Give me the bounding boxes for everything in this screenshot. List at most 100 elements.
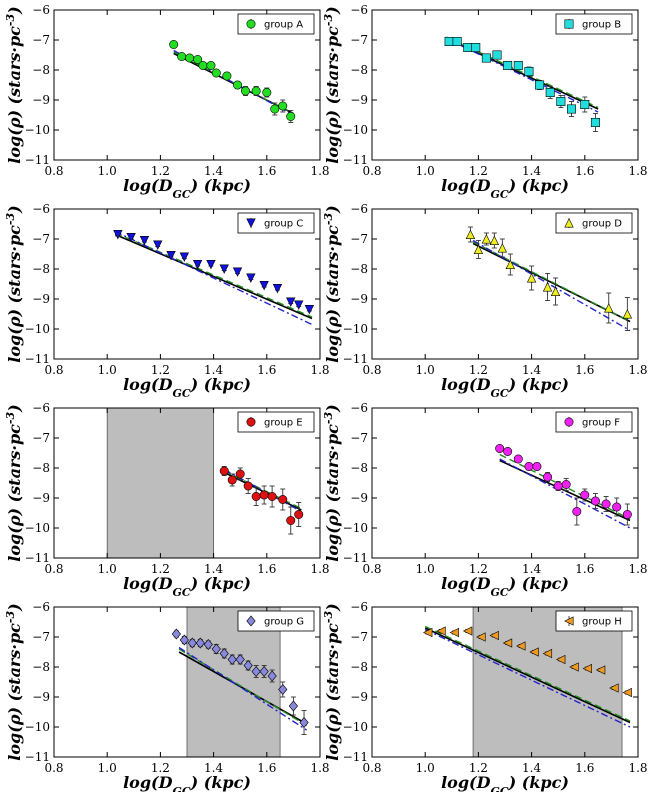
data-point <box>270 102 280 116</box>
data-point <box>622 297 633 331</box>
data-marker <box>192 259 203 270</box>
x-tick-label: 1.6 <box>575 164 594 178</box>
data-point <box>495 443 505 453</box>
data-point <box>232 267 243 277</box>
data-marker <box>299 717 309 728</box>
data-marker <box>246 273 256 283</box>
data-marker <box>489 235 500 245</box>
data-marker <box>179 634 189 646</box>
data-marker <box>206 60 216 70</box>
x-tick-label: 1.0 <box>416 164 435 178</box>
x-tick-label: 1.0 <box>98 761 117 775</box>
y-tick-label: −7 <box>350 33 368 47</box>
legend-label: group H <box>582 617 622 628</box>
data-marker <box>561 479 571 489</box>
data-point <box>609 683 619 693</box>
y-tick-label: −6 <box>32 600 50 614</box>
legend-box <box>237 212 315 234</box>
y-tick-label: −10 <box>343 123 368 137</box>
data-point <box>193 54 203 64</box>
fit-line-dashdot <box>114 230 313 326</box>
data-point <box>192 259 203 270</box>
data-point <box>590 493 600 509</box>
x-tick-label: 1.2 <box>469 164 488 178</box>
data-marker <box>542 282 553 292</box>
data-point <box>452 36 462 46</box>
data-point <box>251 86 261 96</box>
panel-4: 0.8 1.0 1.2 1.4 1.6 1.8 −6 −7 −8 −9 −10 −11 log(DGC)… <box>322 202 648 400</box>
data-point <box>524 461 534 471</box>
y-tick-label: −9 <box>350 292 368 306</box>
data-point <box>532 461 542 471</box>
data-marker <box>601 499 611 509</box>
data-marker <box>166 251 176 261</box>
data-marker <box>187 637 197 649</box>
y-tick-label: −6 <box>32 202 50 216</box>
data-marker <box>542 648 553 659</box>
x-tick-label: 1.4 <box>522 363 541 377</box>
x-axis-label: log(DGC) (kpc) <box>441 375 569 400</box>
data-point <box>503 60 513 70</box>
data-point <box>556 95 566 108</box>
x-tick-label: 0.8 <box>362 363 381 377</box>
data-point <box>471 42 481 52</box>
data-marker <box>590 496 600 506</box>
fit-line-dashdot <box>178 646 308 731</box>
data-point <box>179 634 189 646</box>
x-tick-label: 1.4 <box>522 562 541 576</box>
axes-frame <box>371 9 639 161</box>
data-marker <box>177 51 187 61</box>
axes-frame <box>53 9 321 161</box>
data-marker <box>622 309 633 319</box>
y-tick-label: −11 <box>343 551 368 565</box>
data-marker <box>278 101 288 111</box>
legend: group F <box>555 411 633 433</box>
plot-area <box>54 10 320 160</box>
data-point <box>198 60 208 70</box>
data-point <box>259 665 269 678</box>
x-tick-label: 1.4 <box>522 761 541 775</box>
data-marker <box>543 472 553 482</box>
x-tick-label: 1.8 <box>310 363 329 377</box>
data-point <box>543 472 553 482</box>
data-point <box>235 467 245 481</box>
data-marker <box>524 67 534 77</box>
x-axis-label: log(DGC) (kpc) <box>123 773 251 792</box>
data-marker <box>198 60 208 70</box>
panel-3: 0.8 1.0 1.2 1.4 1.6 1.8 −6 −7 −8 −9 −10 −11 log(DGC)… <box>4 202 330 400</box>
axes-frame <box>371 606 639 758</box>
legend-marker <box>246 218 256 228</box>
x-tick-label: 1.6 <box>257 363 276 377</box>
data-point <box>542 273 553 301</box>
data-point <box>286 506 296 535</box>
data-point <box>169 39 179 49</box>
y-tick-label: −8 <box>350 262 368 276</box>
data-marker <box>572 506 582 516</box>
data-point <box>304 304 315 315</box>
y-tick-label: −10 <box>25 720 50 734</box>
data-marker <box>169 39 179 49</box>
y-tick-label: −9 <box>32 491 50 505</box>
x-tick-label: 1.0 <box>98 562 117 576</box>
fit-line-solid <box>424 627 631 724</box>
data-point <box>436 626 446 636</box>
y-tick-label: −10 <box>25 123 50 137</box>
data-point <box>219 466 229 476</box>
data-point <box>553 481 563 491</box>
data-point <box>267 485 277 508</box>
legend-box <box>555 610 633 632</box>
y-axis-label: log(ρ) (stars·pc-3) <box>4 205 25 362</box>
data-marker <box>463 42 473 52</box>
data-point <box>113 230 123 240</box>
x-tick-label: 1.0 <box>416 562 435 576</box>
x-tick-label: 1.8 <box>310 562 329 576</box>
panel-7: 0.8 1.0 1.2 1.4 1.6 1.8 −6 −7 −8 −9 −10 −11 log(DGC)… <box>4 600 330 792</box>
data-marker <box>622 687 632 698</box>
data-marker <box>193 54 203 64</box>
data-marker <box>243 660 253 671</box>
data-marker <box>497 243 508 253</box>
data-point <box>595 665 606 675</box>
legend-box <box>555 13 633 35</box>
x-tick-label: 1.0 <box>416 363 435 377</box>
y-tick-label: −7 <box>32 33 50 47</box>
